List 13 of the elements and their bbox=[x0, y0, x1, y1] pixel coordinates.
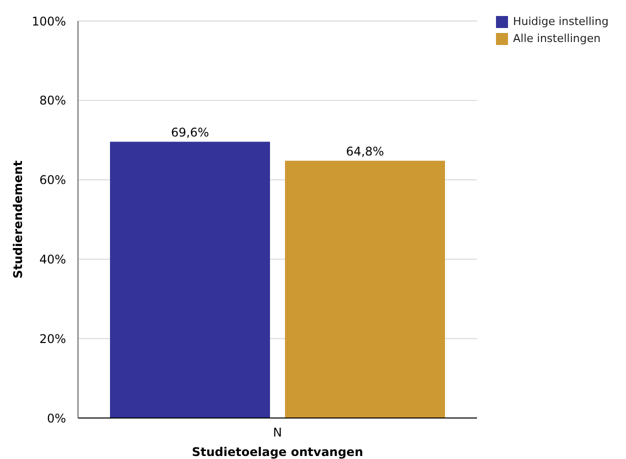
y-tick-label: 20% bbox=[39, 332, 66, 346]
legend-label: Huidige instelling bbox=[513, 14, 609, 30]
y-axis-title: Studierendement bbox=[11, 160, 25, 279]
y-tick-label: 80% bbox=[39, 94, 66, 108]
y-tick-label: 100% bbox=[32, 14, 66, 28]
y-tick-label: 0% bbox=[46, 411, 66, 426]
y-tick-label: 40% bbox=[39, 252, 66, 266]
x-axis-title: Studietoelage ontvangen bbox=[192, 445, 364, 459]
data-label: 64,8% bbox=[346, 144, 384, 159]
legend-label: Alle instellingen bbox=[513, 31, 601, 47]
data-label: 69,6% bbox=[170, 126, 210, 140]
y-tick-label: 60% bbox=[39, 173, 66, 188]
x-tick-label: N bbox=[273, 426, 282, 440]
